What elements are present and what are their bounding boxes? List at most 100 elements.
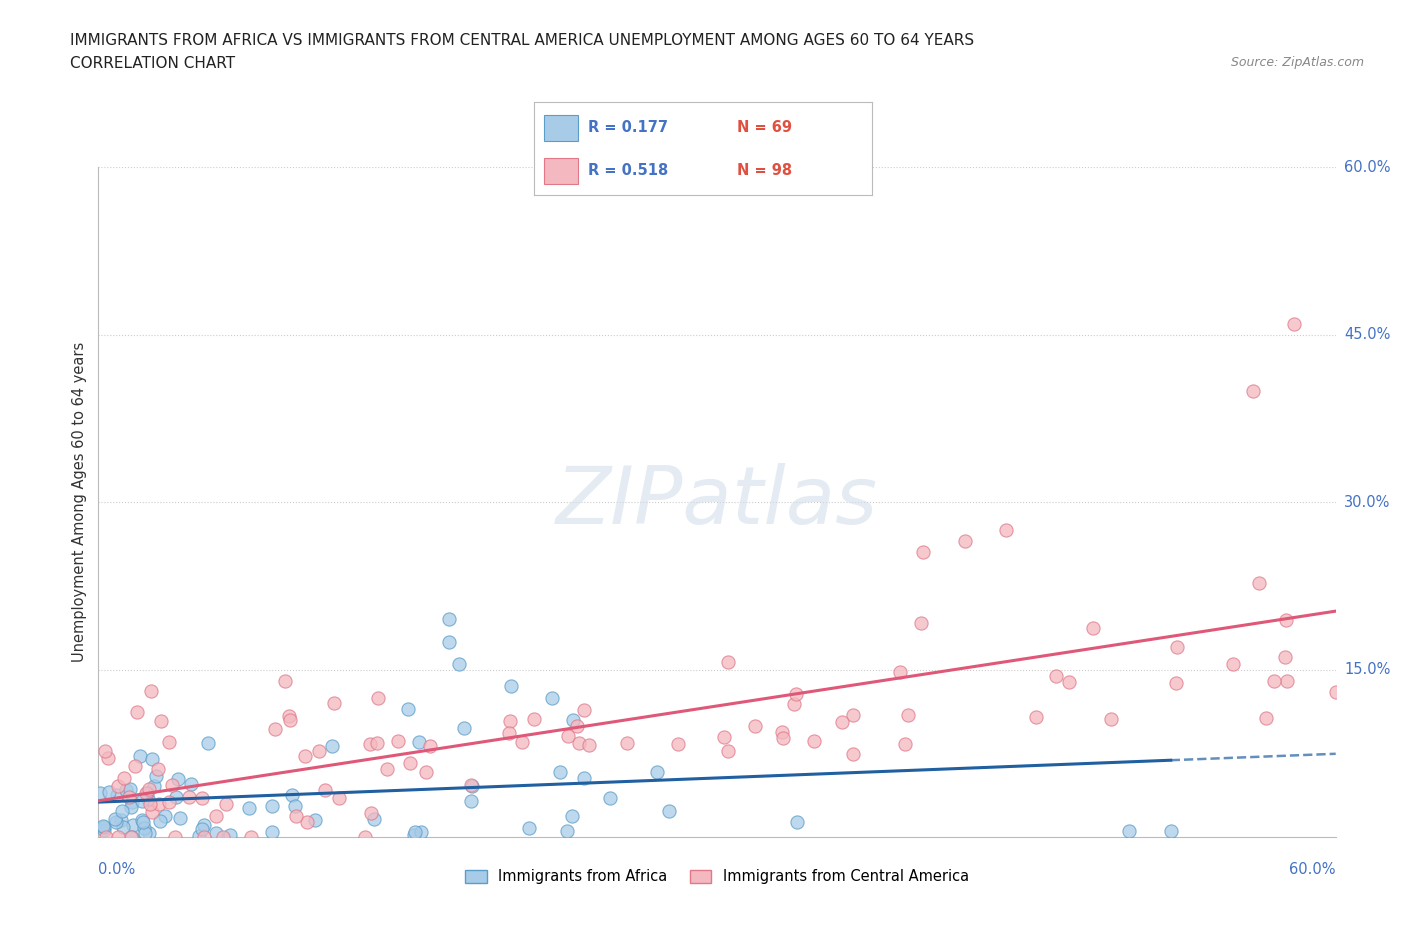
Point xyxy=(110,812,132,827)
FancyBboxPatch shape xyxy=(544,115,578,141)
Point xyxy=(517,821,540,836)
Point xyxy=(136,785,159,800)
Point xyxy=(121,830,143,844)
Point xyxy=(314,783,336,798)
Point xyxy=(783,696,806,711)
Point xyxy=(1045,669,1067,684)
Point xyxy=(1274,650,1296,665)
Point xyxy=(1263,673,1285,688)
Point xyxy=(367,691,389,706)
Point xyxy=(1160,824,1182,839)
Point xyxy=(578,737,600,752)
Text: CORRELATION CHART: CORRELATION CHART xyxy=(70,56,235,71)
Point xyxy=(1241,383,1264,398)
Point xyxy=(359,737,381,751)
Text: ZIPatlas: ZIPatlas xyxy=(555,463,879,541)
Point xyxy=(197,736,219,751)
Point xyxy=(1099,711,1122,726)
Point xyxy=(127,704,149,719)
Point xyxy=(114,783,136,798)
Text: 60.0%: 60.0% xyxy=(1289,862,1336,877)
Point xyxy=(354,830,377,844)
Point xyxy=(460,777,482,792)
Point xyxy=(785,686,807,701)
Point xyxy=(599,790,621,805)
Point xyxy=(93,819,115,834)
Point xyxy=(419,738,441,753)
Point xyxy=(134,825,156,840)
Point xyxy=(408,735,430,750)
FancyBboxPatch shape xyxy=(544,158,578,184)
Text: R = 0.177: R = 0.177 xyxy=(588,120,668,135)
Point xyxy=(165,790,187,804)
Point xyxy=(910,616,932,631)
Point xyxy=(218,828,240,843)
Text: R = 0.518: R = 0.518 xyxy=(588,163,668,178)
Point xyxy=(889,665,911,680)
Point xyxy=(896,708,918,723)
Point xyxy=(139,797,162,812)
Point xyxy=(141,751,163,766)
Point xyxy=(713,729,735,744)
Legend: Immigrants from Africa, Immigrants from Central America: Immigrants from Africa, Immigrants from … xyxy=(460,863,974,890)
Point xyxy=(323,695,346,710)
Point xyxy=(169,811,191,826)
Text: N = 98: N = 98 xyxy=(737,163,792,178)
Point xyxy=(399,755,422,770)
Point xyxy=(616,736,638,751)
Point xyxy=(415,764,437,779)
Text: 0.0%: 0.0% xyxy=(98,862,135,877)
Point xyxy=(260,825,283,840)
Point xyxy=(138,782,160,797)
Point xyxy=(138,826,160,841)
Point xyxy=(1324,684,1347,699)
Point xyxy=(499,713,522,728)
Point xyxy=(1081,620,1104,635)
Point xyxy=(167,771,190,786)
Point xyxy=(561,712,583,727)
Point xyxy=(165,830,187,844)
Point xyxy=(499,679,522,694)
Point xyxy=(645,764,668,779)
Point xyxy=(89,785,111,800)
Point xyxy=(404,828,426,843)
Point xyxy=(105,788,128,803)
Point xyxy=(215,797,238,812)
Point xyxy=(523,711,546,726)
Point xyxy=(187,829,209,844)
Point xyxy=(666,737,689,751)
Point xyxy=(104,815,127,830)
Point xyxy=(153,809,176,824)
Point xyxy=(510,735,533,750)
Point xyxy=(437,634,460,649)
Text: 60.0%: 60.0% xyxy=(1344,160,1391,175)
Point xyxy=(111,804,134,819)
Point xyxy=(205,808,228,823)
Point xyxy=(831,714,853,729)
Point xyxy=(1275,613,1298,628)
Point xyxy=(717,654,740,669)
Point xyxy=(304,812,326,827)
Point xyxy=(93,822,115,837)
Point xyxy=(157,735,180,750)
Point xyxy=(120,800,142,815)
Point xyxy=(1222,657,1244,671)
Point xyxy=(1057,675,1080,690)
Point xyxy=(894,737,917,751)
Point xyxy=(375,762,398,777)
Point xyxy=(658,804,681,818)
Point xyxy=(565,719,588,734)
Point xyxy=(129,749,152,764)
Point xyxy=(555,823,578,838)
Point xyxy=(453,721,475,736)
Point xyxy=(1164,675,1187,690)
Point xyxy=(260,798,283,813)
Point xyxy=(97,751,120,765)
Point xyxy=(124,758,146,773)
Point xyxy=(772,731,794,746)
Point xyxy=(1247,576,1270,591)
Point xyxy=(122,817,145,832)
Point xyxy=(149,713,172,728)
Point xyxy=(139,684,162,698)
Point xyxy=(157,795,180,810)
